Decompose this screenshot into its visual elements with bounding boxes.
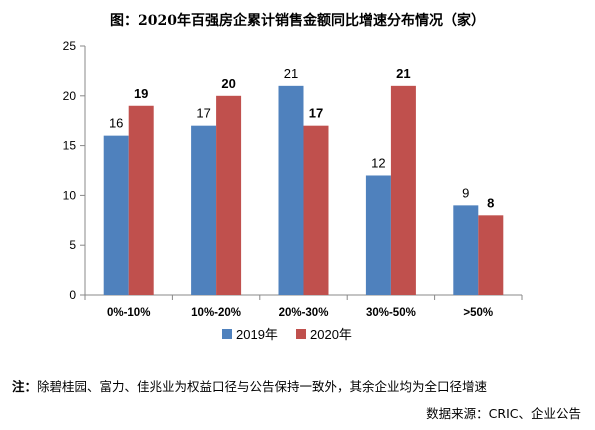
chart-title: 图：2020年百强房企累计销售金额同比增速分布情况（家） — [110, 13, 485, 29]
data-label: 17 — [196, 106, 210, 121]
y-tick-label: 10 — [63, 188, 77, 202]
data-label: 12 — [371, 155, 385, 170]
data-labels: 16 17 21 12 9 19 20 17 21 8 — [109, 66, 494, 210]
bar-series-1 — [191, 125, 217, 296]
bar-series-1 — [365, 175, 391, 295]
legend-label: 2019年 — [236, 327, 278, 342]
footnote-text: 除碧桂园、富力、佳兆业为权益口径与公告保持一致外，其余企业均为全口径增速 — [37, 379, 488, 394]
x-tick-label: 30%-50% — [366, 307, 416, 319]
bar-series-2 — [303, 125, 329, 296]
bar-series-2 — [478, 215, 504, 295]
footnote-lead: 注： — [12, 379, 38, 394]
bar-series-2 — [216, 95, 242, 295]
bar-series-1 — [453, 205, 479, 295]
bar-series-1 — [278, 85, 304, 295]
y-tick-label: 0 — [69, 288, 76, 302]
bar-series-2 — [390, 85, 416, 295]
y-tick-label: 20 — [63, 89, 77, 103]
bar-series-2 — [128, 105, 154, 295]
y-tick-label: 5 — [69, 238, 76, 252]
x-tick-label: 0%-10% — [107, 307, 150, 319]
data-label: 16 — [109, 116, 123, 131]
legend-swatch — [296, 329, 306, 339]
x-tick-label: 20%-30% — [279, 307, 329, 319]
footnote: 注：除碧桂园、富力、佳兆业为权益口径与公告保持一致外，其余企业均为全口径增速 — [12, 376, 487, 395]
y-tick-label: 25 — [63, 39, 77, 53]
data-label: 21 — [284, 66, 298, 81]
data-source: 数据来源：CRIC、企业公告 — [426, 406, 581, 421]
bars — [103, 85, 504, 296]
x-axis-ticks: 0%-10% 10%-20% 20%-30% 30%-50% >50% — [84, 295, 523, 319]
x-tick-label: 10%-20% — [191, 307, 241, 319]
bar-series-1 — [103, 135, 129, 295]
y-axis-ticks: 0 5 10 15 20 25 — [63, 39, 85, 302]
data-label: 21 — [396, 66, 410, 81]
bar-chart: 0 5 10 15 20 25 0%-10% 10%-20% 20%-30% 30%-50% >5… — [63, 39, 523, 342]
data-label: 19 — [134, 86, 148, 101]
data-label: 20 — [221, 76, 235, 91]
legend: 2019年 2020年 — [222, 327, 352, 342]
data-label: 17 — [309, 106, 323, 121]
legend-label: 2020年 — [310, 327, 352, 342]
legend-swatch — [222, 329, 232, 339]
y-tick-label: 15 — [63, 139, 77, 153]
data-label: 9 — [462, 185, 469, 200]
data-label: 8 — [487, 195, 494, 210]
x-tick-label: >50% — [463, 307, 493, 319]
